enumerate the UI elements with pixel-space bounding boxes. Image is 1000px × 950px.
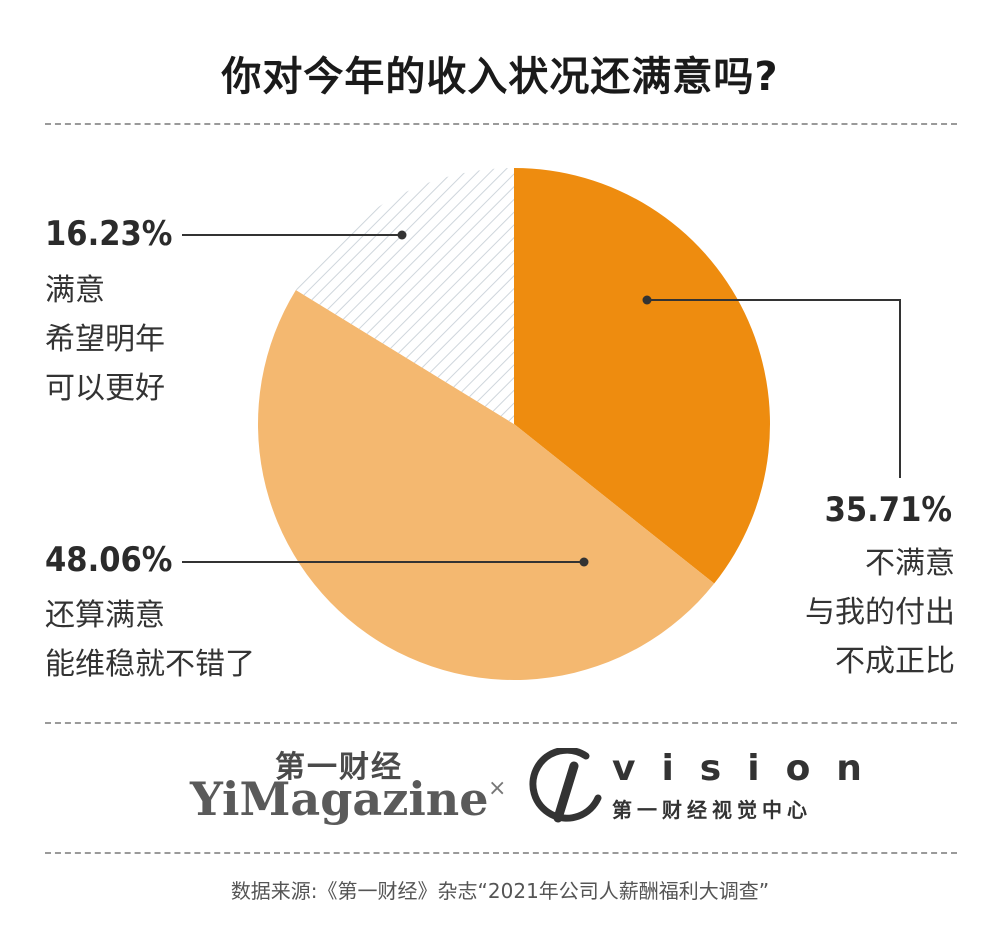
vision-logo-cn: 第一财经视觉中心 bbox=[612, 798, 812, 822]
leader-dot-unsatisfied bbox=[642, 295, 652, 305]
slice-value-label-satisfied: 16.23% bbox=[45, 214, 173, 254]
data-source: 数据来源:《第一财经》杂志“2021年公司人薪酬福利大调查” bbox=[230, 879, 770, 903]
slice-label-fairly-satisfied: 还算满意 能维稳就不错了 bbox=[45, 598, 255, 682]
bottom-divider bbox=[45, 852, 957, 854]
yimagazine-logo-en: YiMagazine bbox=[190, 772, 489, 826]
middle-divider bbox=[45, 722, 957, 724]
logo-separator: × bbox=[488, 776, 507, 801]
leader-dot-satisfied bbox=[397, 230, 407, 240]
slice-value-label-unsatisfied: 35.71% bbox=[824, 490, 952, 530]
yimagazine-logo-cn: 第一财经 bbox=[275, 750, 403, 785]
leader-dot-fairly-satisfied bbox=[579, 557, 589, 567]
pie-slice-fairly-satisfied bbox=[257, 289, 715, 681]
chart-title: 你对今年的收入状况还满意吗? bbox=[221, 54, 779, 100]
slice-value-label-fairly-satisfied: 48.06% bbox=[45, 540, 173, 580]
pie-chart bbox=[182, 168, 901, 681]
slice-label-unsatisfied: 不满意 与我的付出 不成正比 bbox=[805, 546, 955, 679]
vision-logo-icon bbox=[529, 748, 602, 823]
pie-slice-satisfied bbox=[295, 168, 514, 424]
pie-slice-unsatisfied bbox=[514, 168, 771, 584]
slice-label-satisfied: 满意 希望明年 可以更好 bbox=[45, 273, 165, 406]
vision-logo-word: vision bbox=[612, 748, 888, 789]
top-divider bbox=[45, 123, 957, 125]
leader-line-unsatisfied bbox=[647, 299, 901, 478]
